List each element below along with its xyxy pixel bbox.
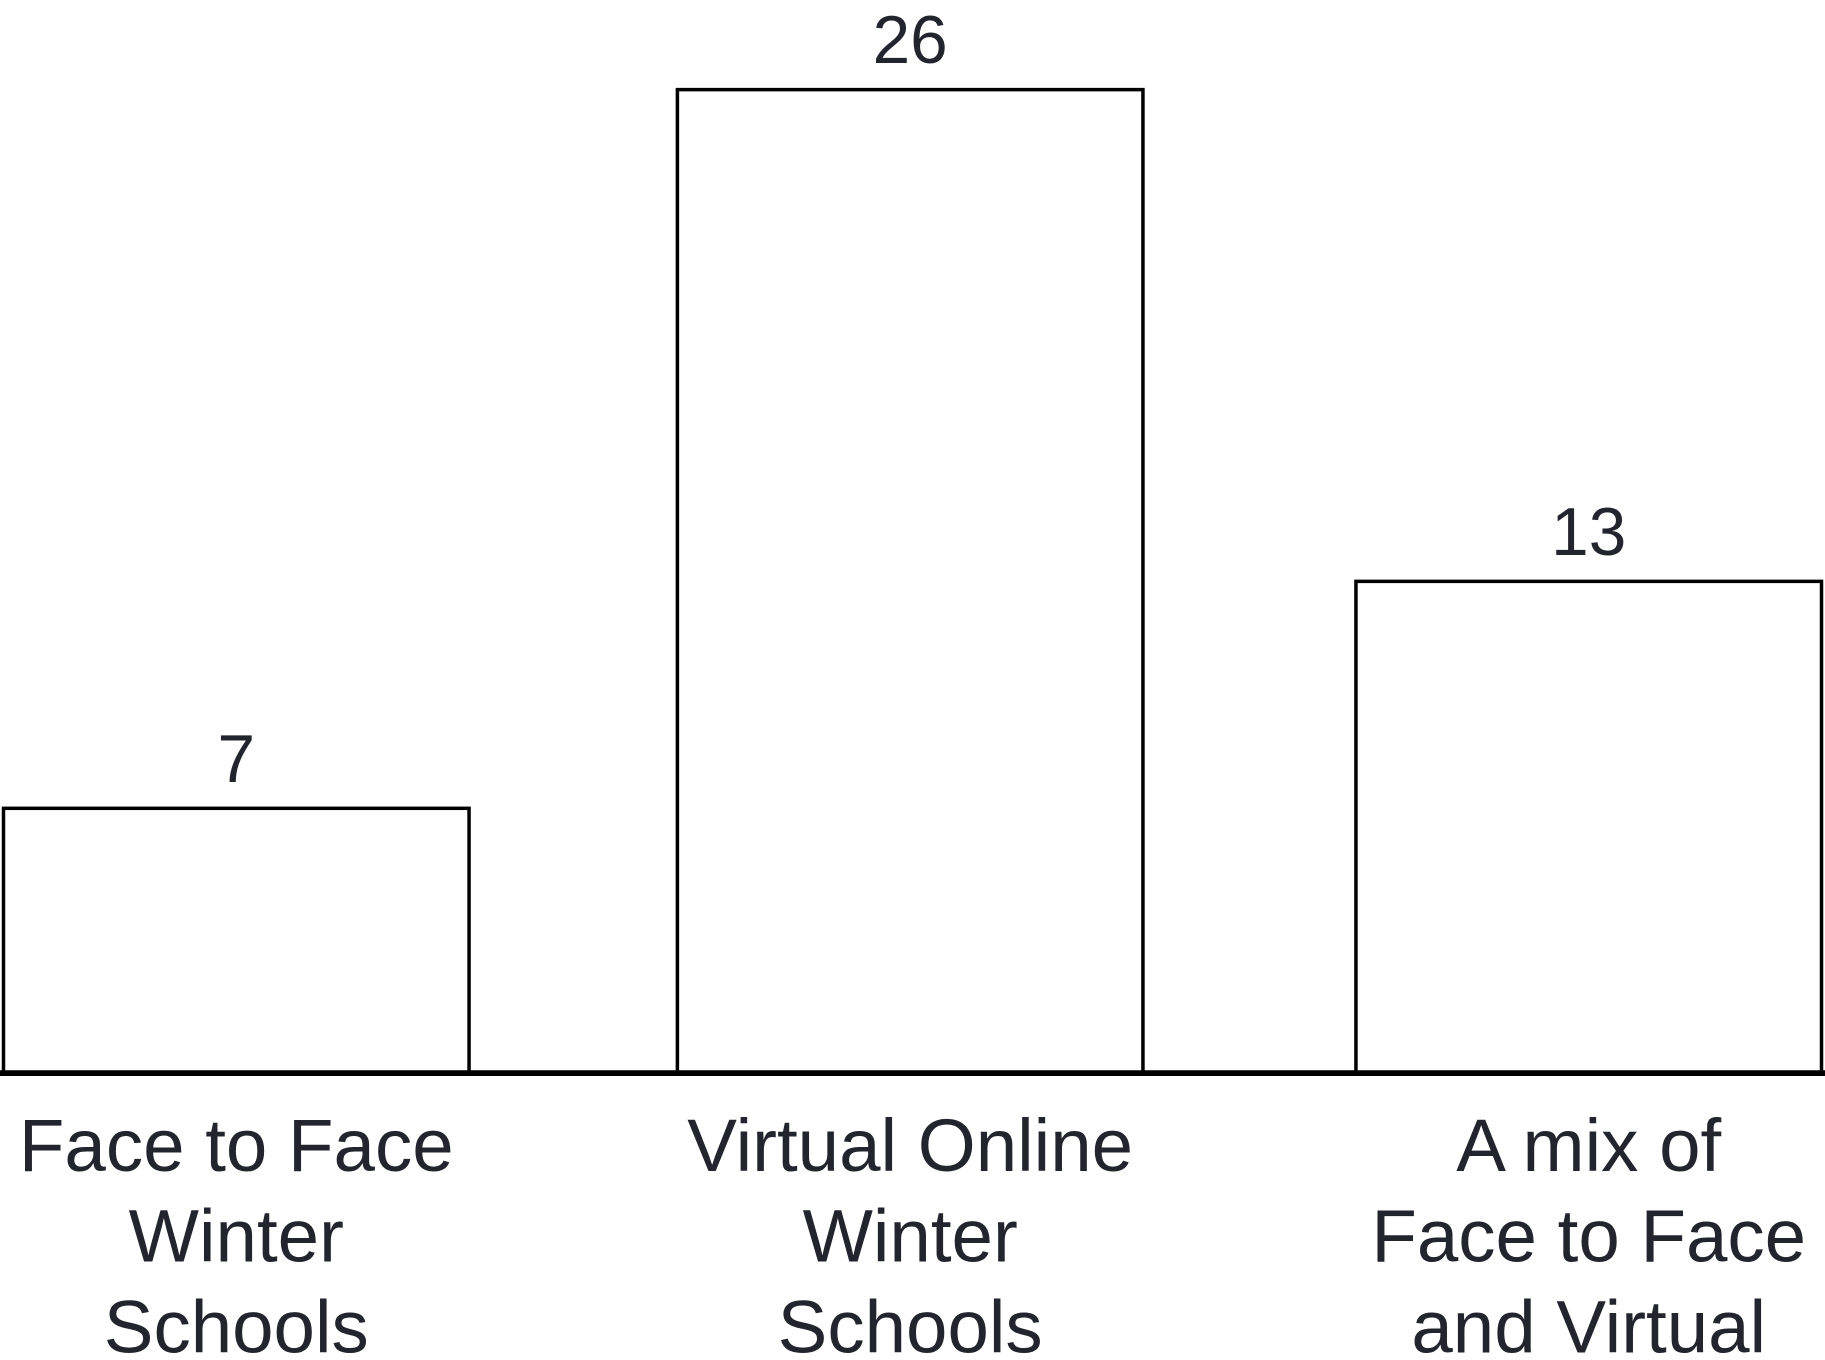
value-label: 26 bbox=[872, 2, 948, 78]
bar bbox=[675, 87, 1145, 1075]
x-tick-label: Virtual Online Winter Schools bbox=[687, 1103, 1134, 1360]
x-tick-label: Face to Face Winter Schools bbox=[18, 1103, 454, 1360]
value-label: 7 bbox=[217, 721, 256, 797]
bar bbox=[1, 806, 471, 1075]
bar bbox=[1354, 579, 1824, 1075]
value-label: 13 bbox=[1551, 494, 1627, 570]
x-tick-label: A mix of Face to Face and Virtual bbox=[1371, 1103, 1807, 1360]
